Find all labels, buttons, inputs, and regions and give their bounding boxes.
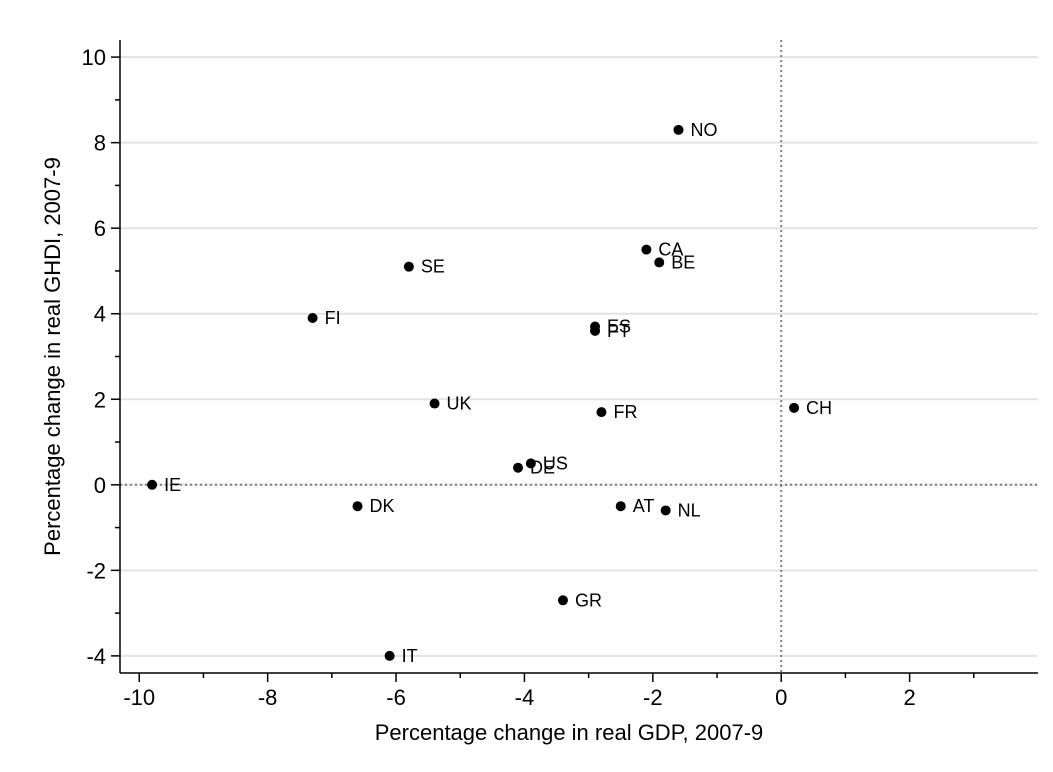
data-point-label: NL <box>678 500 701 520</box>
data-point-dk <box>352 501 363 512</box>
data-point-fr <box>596 407 607 418</box>
y-tick-label: -4 <box>86 644 106 669</box>
data-point-label: US <box>543 453 568 473</box>
data-point-be <box>654 257 665 268</box>
x-tick-label: -4 <box>515 685 535 710</box>
data-point-label: FI <box>325 308 341 328</box>
y-tick-label: 6 <box>94 216 106 241</box>
data-point-label: ES <box>607 317 631 337</box>
data-point-uk <box>429 398 440 409</box>
data-point-gr <box>557 595 568 606</box>
x-tick-label: 2 <box>903 685 915 710</box>
y-tick-label: 0 <box>94 473 106 498</box>
data-point-label: IT <box>402 646 418 666</box>
data-point-se <box>403 261 414 272</box>
data-point-label: SE <box>421 257 445 277</box>
data-point-label: AT <box>633 496 655 516</box>
data-point-label: FR <box>613 402 637 422</box>
x-tick-label: 0 <box>775 685 787 710</box>
axes: -4 -2 0 2 4 6 8 10 -10 -8 -6 -4 -2 0 2 <box>82 40 1038 710</box>
y-tick-label: 4 <box>94 302 106 327</box>
data-point-label: DK <box>370 496 395 516</box>
y-axis-title: Percentage change in real GHDI, 2007-9 <box>40 157 65 556</box>
y-tick-label: 2 <box>94 387 106 412</box>
data-point-label: IE <box>164 475 181 495</box>
data-point-label: CH <box>806 398 832 418</box>
x-tick-label: -8 <box>258 685 278 710</box>
data-point-label: DE <box>530 458 555 478</box>
data-point-fi <box>307 313 318 324</box>
x-axis-title: Percentage change in real GDP, 2007-9 <box>375 720 764 745</box>
y-tick-label: -2 <box>86 558 106 583</box>
reference-lines <box>120 40 1038 673</box>
data-point-label: NO <box>691 120 718 140</box>
x-tick-label: -10 <box>123 685 155 710</box>
data-point-no <box>673 124 684 135</box>
y-tick-label: 10 <box>82 45 106 70</box>
data-point-ie <box>147 479 158 490</box>
data-point-label: UK <box>447 394 472 414</box>
data-point-ch <box>789 402 800 413</box>
data-point-us <box>525 458 536 469</box>
data-point-pt <box>590 325 601 336</box>
x-tick-label: -2 <box>643 685 663 710</box>
data-point-label: BE <box>671 252 695 272</box>
data-point-ca <box>641 244 652 255</box>
data-point-it <box>384 650 395 661</box>
data-point-label: PT <box>607 321 630 341</box>
data-point-de <box>513 462 524 473</box>
data-point-at <box>615 501 626 512</box>
x-tick-label: -6 <box>386 685 406 710</box>
y-tick-label: 8 <box>94 131 106 156</box>
gridlines <box>120 56 1038 657</box>
data-point-label: CA <box>658 240 683 260</box>
data-point-nl <box>660 505 671 516</box>
data-point-label: GR <box>575 590 602 610</box>
